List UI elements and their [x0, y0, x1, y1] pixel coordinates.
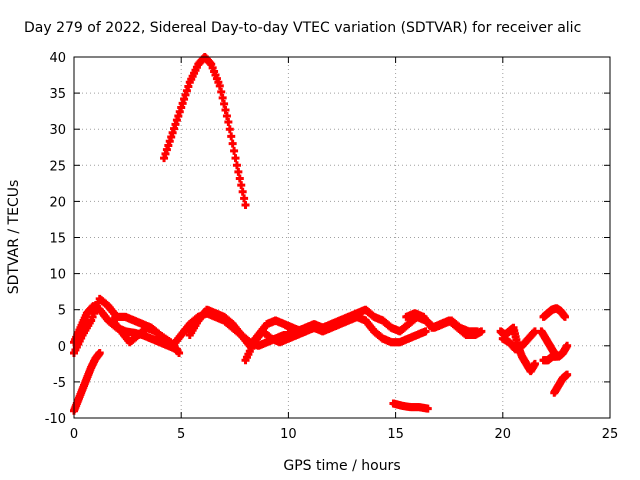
- data-point: [563, 341, 572, 350]
- x-tick-label: 15: [387, 427, 404, 442]
- data-point: [95, 349, 104, 358]
- y-tick-label: 30: [49, 123, 66, 138]
- y-tick-label: -5: [53, 376, 66, 391]
- data-point: [552, 352, 561, 361]
- data-point: [563, 370, 572, 379]
- chart-title: Day 279 of 2022, Sidereal Day-to-day VTE…: [24, 20, 581, 36]
- x-tick-label: 0: [70, 427, 78, 442]
- data-point: [227, 132, 236, 141]
- series-arc-high: [160, 53, 250, 210]
- data-point: [423, 404, 432, 413]
- y-tick-label: 0: [58, 340, 66, 355]
- y-tick-label: 25: [49, 159, 66, 174]
- series-arc-14: [550, 370, 572, 397]
- data-point: [560, 312, 569, 321]
- series-arc-11: [539, 304, 569, 321]
- data-points: [70, 53, 572, 415]
- data-point: [241, 201, 250, 210]
- series-arc-7: [402, 309, 486, 339]
- y-axis-label: SDTVAR / TECUs: [6, 180, 22, 295]
- x-tick-label: 20: [495, 427, 512, 442]
- data-point: [175, 349, 184, 358]
- y-tick-label: 15: [49, 232, 66, 247]
- plot-frame: [73, 56, 611, 419]
- x-tick-label: 10: [280, 427, 297, 442]
- data-point: [230, 146, 239, 155]
- data-point: [421, 327, 430, 336]
- series-arc-8: [389, 399, 432, 413]
- y-tick-label: 40: [49, 51, 66, 66]
- y-tick-label: 10: [49, 268, 66, 283]
- data-point: [477, 327, 486, 336]
- data-point: [231, 154, 240, 163]
- series-arc-9: [496, 323, 539, 376]
- series-arc-rise-early: [70, 349, 104, 415]
- y-tick-label: -10: [45, 412, 66, 427]
- data-point: [225, 125, 234, 134]
- y-tick-label: 35: [49, 87, 66, 102]
- x-tick-label: 25: [602, 427, 619, 442]
- y-tick-labels: -10 -5 0 5 10 15 20 25 30 35 40: [45, 51, 66, 427]
- grid-lines: [74, 57, 610, 418]
- x-tick-label: 5: [177, 427, 185, 442]
- y-tick-label: 20: [49, 195, 66, 210]
- series-arc-13: [539, 352, 561, 365]
- y-tick-label: 5: [58, 304, 66, 319]
- data-point: [228, 139, 237, 148]
- data-point: [530, 359, 539, 368]
- data-point: [224, 117, 233, 126]
- x-axis-label: GPS time / hours: [283, 458, 400, 474]
- x-tick-labels: 0 5 10 15 20 25: [70, 427, 618, 442]
